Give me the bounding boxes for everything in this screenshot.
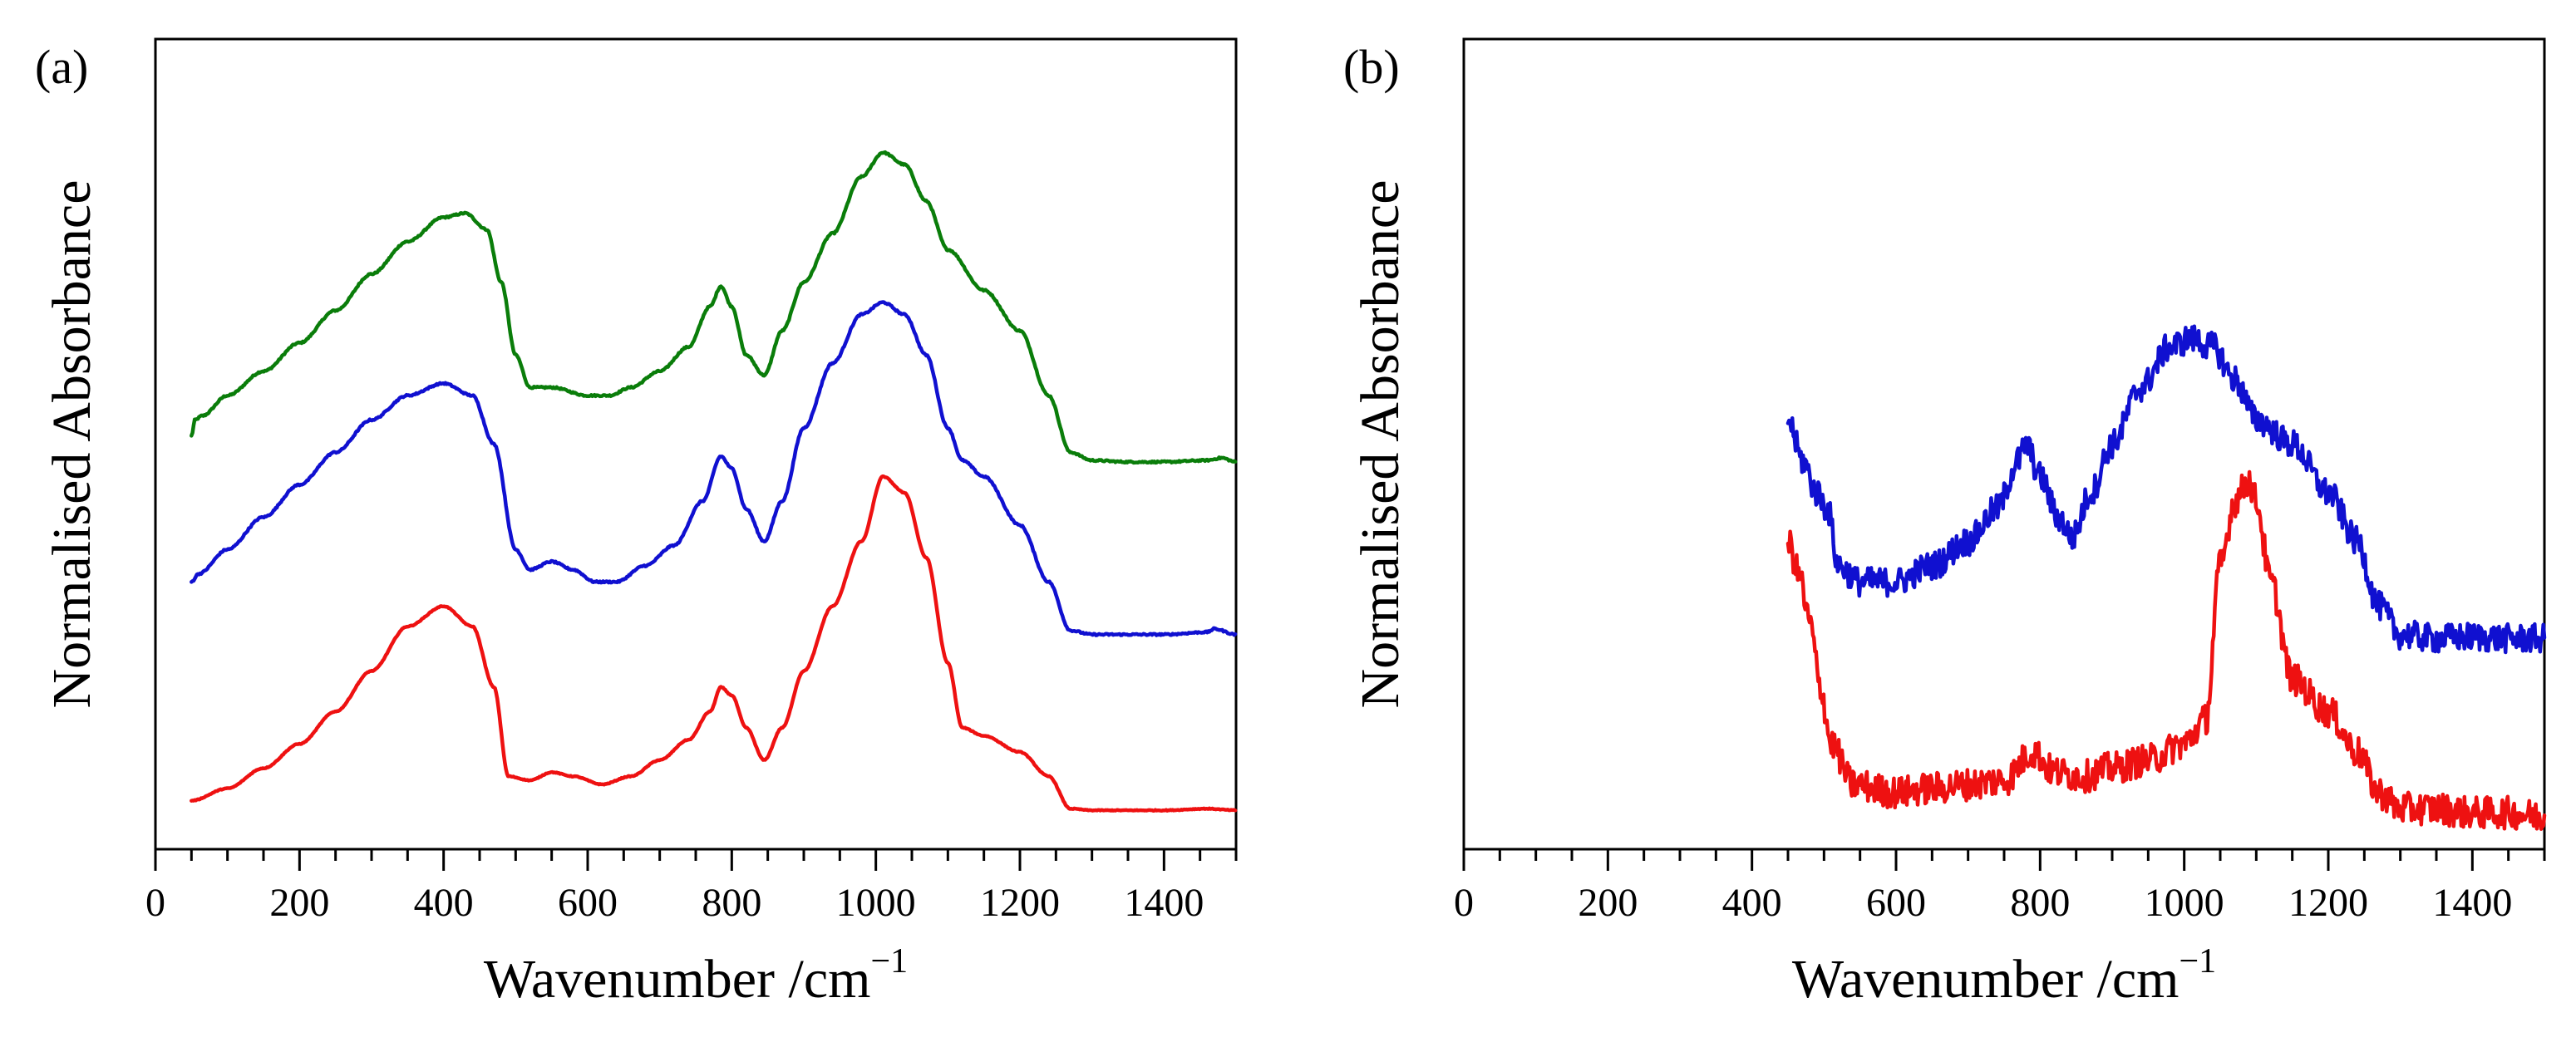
x-tick-label: 800	[702, 881, 761, 925]
x-tick-label: 200	[1578, 881, 1638, 925]
series-line-2	[190, 300, 1238, 637]
plot-frame	[1462, 37, 2546, 851]
x-tick-label: 600	[558, 881, 618, 925]
x-axis-label: Wavenumber /cm−1	[1792, 942, 2216, 1010]
y-axis-label: Normalised Absorbance	[42, 180, 102, 709]
series-line-3	[190, 474, 1238, 813]
panel-b: 0 200 400 600 800 1000 1200 1400 (b) Wavenumber /…	[1343, 37, 2547, 1010]
series-line-2	[1785, 469, 2547, 831]
y-axis-label: Normalised Absorbance	[1350, 180, 1411, 709]
series-line-1	[1785, 324, 2547, 655]
x-tick-label: 1400	[2432, 881, 2512, 925]
x-tick-label: 1400	[1124, 881, 1204, 925]
panel-label: (b)	[1343, 40, 1400, 94]
x-axis-label-text: Wavenumber /cm	[1792, 949, 2180, 1010]
x-axis-label-superscript: −1	[2180, 942, 2217, 980]
x-tick-label: 1200	[2288, 881, 2368, 925]
panel-a: 0 200 400 600 800 1000 1200 1400 (a) Wavenumber /…	[35, 37, 1238, 1010]
panel-label: (a)	[35, 40, 88, 94]
x-tick-label: 400	[414, 881, 474, 925]
x-tick-label: 200	[269, 881, 329, 925]
x-tick-label: 1000	[2145, 881, 2224, 925]
x-tick-label: 800	[2010, 881, 2070, 925]
x-tick-label: 600	[1866, 881, 1926, 925]
x-tick-label: 0	[145, 881, 165, 925]
x-axis-label-superscript: −1	[871, 942, 909, 980]
x-tick-label: 400	[1722, 881, 1782, 925]
x-axis-label: Wavenumber /cm−1	[484, 942, 908, 1010]
x-tick-label: 1200	[980, 881, 1060, 925]
x-tick-label: 1000	[836, 881, 916, 925]
x-tick-label: 0	[1454, 881, 1474, 925]
x-axis-label-text: Wavenumber /cm	[484, 949, 871, 1010]
series-line-1	[190, 150, 1238, 465]
